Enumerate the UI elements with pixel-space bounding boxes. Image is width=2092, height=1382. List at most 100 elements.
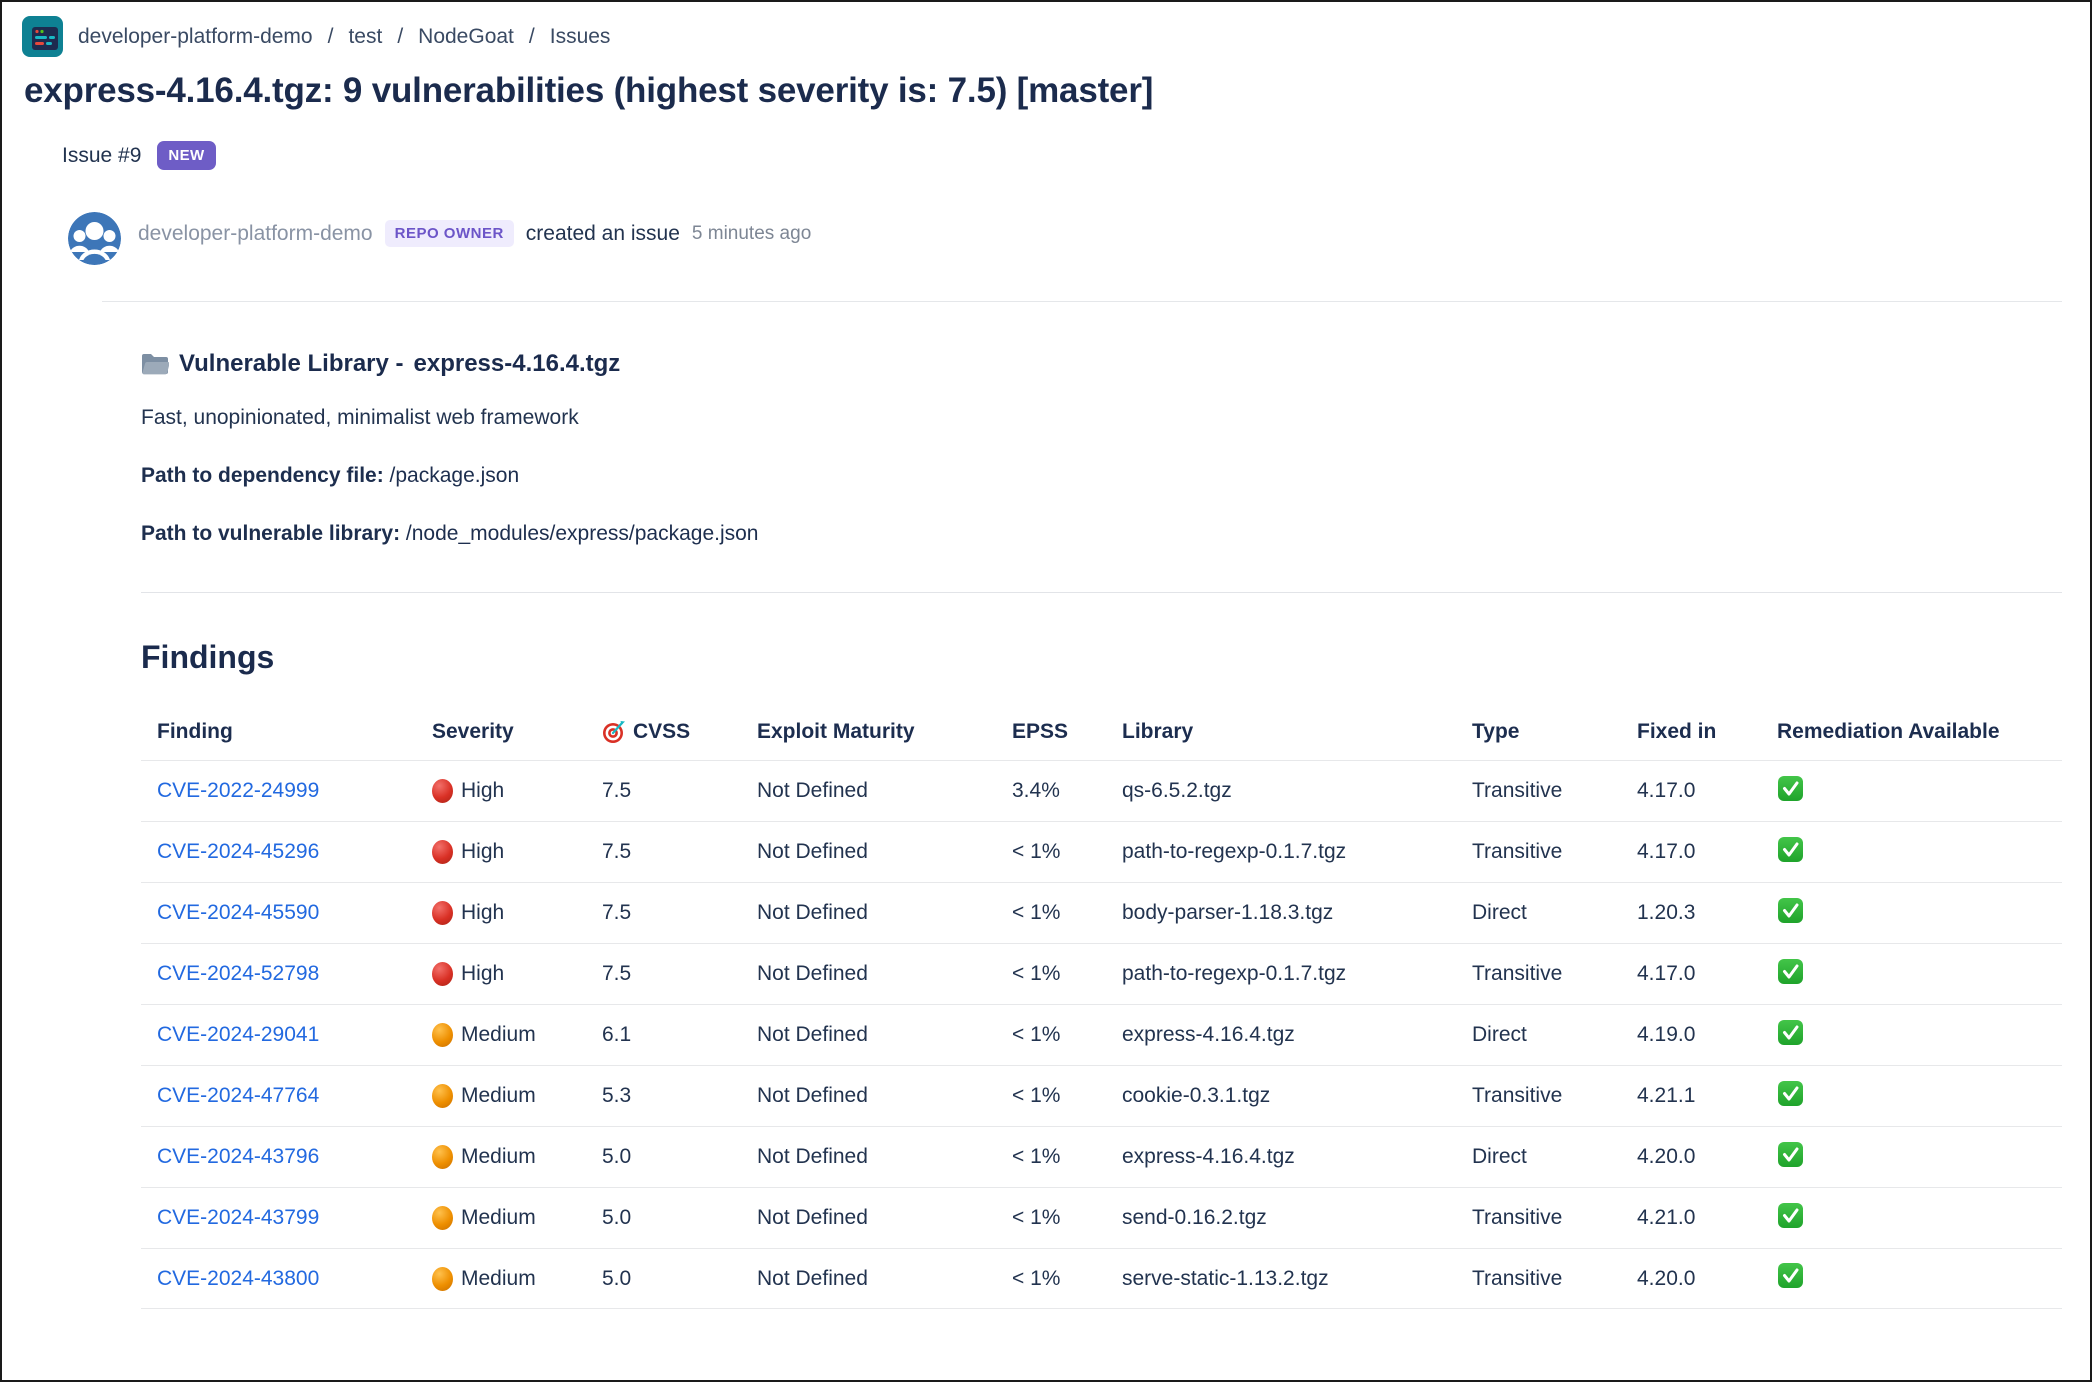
remediation-check-icon (1777, 1262, 1804, 1289)
library-value: qs-6.5.2.tgz (1122, 779, 1232, 802)
dependency-file-label: Path to dependency file: (141, 464, 384, 487)
issue-meta-row: Issue #9 NEW (62, 141, 2090, 170)
page-title: express-4.16.4.tgz: 9 vulnerabilities (h… (24, 71, 1154, 110)
type-value: Transitive (1472, 840, 1563, 863)
cve-link[interactable]: CVE-2024-43799 (157, 1206, 320, 1229)
fixed-in-value: 4.20.0 (1637, 1266, 1696, 1290)
cve-link[interactable]: CVE-2024-45296 (157, 840, 320, 863)
remediation-check-icon (1777, 1141, 1804, 1168)
breadcrumb-item-issues[interactable]: Issues (549, 24, 611, 48)
library-value: path-to-regexp-0.1.7.tgz (1122, 962, 1347, 985)
vulnerable-library-heading: Vulnerable Library - express-4.16.4.tgz (141, 350, 2062, 378)
breadcrumb-item-repo[interactable]: NodeGoat (418, 24, 514, 48)
exploit-maturity-value: Not Defined (757, 901, 868, 924)
finding-row: CVE-2024-52798 High 7.5 Not Defined < 1%… (141, 943, 2062, 1004)
fixed-in-value: 4.17.0 (1637, 779, 1696, 802)
col-cvss-label: CVSS (633, 720, 691, 743)
author-name[interactable]: developer-platform-demo (138, 221, 373, 245)
finding-row: CVE-2024-43800 Medium 5.0 Not Defined < … (141, 1248, 2062, 1309)
library-description: Fast, unopinionated, minimalist web fram… (141, 406, 579, 429)
library-value: body-parser-1.18.3.tgz (1122, 901, 1334, 924)
breadcrumb-item-project[interactable]: test (348, 24, 383, 48)
finding-row: CVE-2022-24999 High 7.5 Not Defined 3.4%… (141, 760, 2062, 821)
severity-label: Medium (461, 1145, 536, 1168)
fixed-in-value: 4.17.0 (1637, 840, 1696, 863)
cve-link[interactable]: CVE-2024-43800 (157, 1266, 320, 1290)
type-value: Direct (1472, 901, 1527, 924)
issue-byline: developer-platform-demo REPO OWNER creat… (68, 212, 2090, 265)
comment-divider (102, 301, 2062, 302)
findings-table-header: Finding Severity CVSS Exploit Maturity E… (141, 704, 2062, 760)
findings-table: Finding Severity CVSS Exploit Maturity E… (141, 704, 2062, 1309)
severity-label: High (461, 901, 505, 924)
exploit-maturity-value: Not Defined (757, 1023, 868, 1046)
vulnerable-library-path-label: Path to vulnerable library: (141, 522, 401, 545)
exploit-maturity-value: Not Defined (757, 840, 868, 863)
severity-dot-icon (432, 1145, 453, 1169)
remediation-check-icon (1777, 958, 1804, 985)
col-library: Library (1122, 720, 1194, 743)
cve-link[interactable]: CVE-2022-24999 (157, 779, 320, 802)
col-fixed-in: Fixed in (1637, 720, 1717, 743)
severity-label: High (461, 962, 505, 985)
group-avatar[interactable] (68, 212, 121, 265)
vulnerable-library-path-value: /node_modules/express/package.json (405, 522, 759, 545)
epss-value: < 1% (1012, 1145, 1061, 1168)
issue-number: Issue #9 (62, 143, 142, 167)
remediation-check-icon (1777, 836, 1804, 863)
remediation-check-icon (1777, 897, 1804, 924)
breadcrumb-separator: / (397, 24, 404, 48)
library-value: cookie-0.3.1.tgz (1122, 1084, 1271, 1107)
section-divider (141, 592, 2062, 593)
cve-link[interactable]: CVE-2024-43796 (157, 1145, 320, 1168)
cvss-value: 5.0 (602, 1206, 632, 1229)
cvss-value: 6.1 (602, 1023, 632, 1046)
type-value: Transitive (1472, 962, 1563, 985)
byline-timestamp: 5 minutes ago (691, 222, 812, 244)
dependency-file-path: Path to dependency file: /package.json (141, 464, 2062, 488)
severity-dot-icon (432, 1084, 453, 1108)
cvss-value: 5.3 (602, 1084, 632, 1107)
cvss-value: 7.5 (602, 962, 632, 985)
type-value: Transitive (1472, 1266, 1563, 1290)
epss-value: < 1% (1012, 1206, 1061, 1229)
type-value: Transitive (1472, 779, 1563, 802)
exploit-maturity-value: Not Defined (757, 1145, 868, 1168)
breadcrumb-item-workspace[interactable]: developer-platform-demo (78, 24, 313, 48)
col-type: Type (1472, 720, 1520, 743)
col-severity: Severity (432, 720, 514, 743)
cve-link[interactable]: CVE-2024-47764 (157, 1084, 320, 1107)
cve-link[interactable]: CVE-2024-45590 (157, 901, 320, 924)
epss-value: < 1% (1012, 1084, 1061, 1107)
severity-label: High (461, 779, 505, 802)
library-value: send-0.16.2.tgz (1122, 1206, 1267, 1229)
fixed-in-value: 4.21.0 (1637, 1206, 1696, 1229)
type-value: Transitive (1472, 1084, 1563, 1107)
repo-owner-badge: REPO OWNER (384, 220, 514, 247)
cve-link[interactable]: CVE-2024-52798 (157, 962, 320, 985)
epss-value: < 1% (1012, 1266, 1061, 1290)
epss-value: < 1% (1012, 901, 1061, 924)
col-remediation-available: Remediation Available (1777, 720, 2000, 743)
cvss-value: 7.5 (602, 840, 632, 863)
epss-value: < 1% (1012, 840, 1061, 863)
finding-row: CVE-2024-43796 Medium 5.0 Not Defined < … (141, 1126, 2062, 1187)
vulnerable-library-section: Vulnerable Library - express-4.16.4.tgz … (141, 350, 2062, 546)
new-status-badge: NEW (157, 141, 216, 170)
type-value: Direct (1472, 1023, 1527, 1046)
finding-row: CVE-2024-43799 Medium 5.0 Not Defined < … (141, 1187, 2062, 1248)
cvss-value: 5.0 (602, 1266, 632, 1290)
folder-icon (141, 352, 170, 376)
target-icon (602, 720, 626, 744)
remediation-check-icon (1777, 775, 1804, 802)
findings-heading: Findings (141, 639, 275, 675)
severity-dot-icon (432, 1023, 453, 1047)
cve-link[interactable]: CVE-2024-29041 (157, 1023, 320, 1046)
fixed-in-value: 4.19.0 (1637, 1023, 1696, 1046)
library-value: serve-static-1.13.2.tgz (1122, 1266, 1329, 1290)
app-logo-icon[interactable] (22, 16, 63, 57)
severity-dot-icon (432, 1206, 453, 1230)
severity-dot-icon (432, 962, 453, 986)
library-value: express-4.16.4.tgz (1122, 1145, 1295, 1168)
